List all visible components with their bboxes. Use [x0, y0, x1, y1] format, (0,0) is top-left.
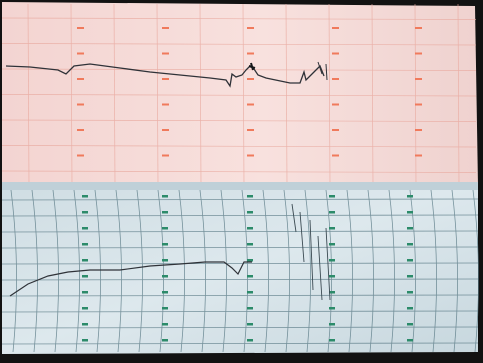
lower-chart-paper — [1, 182, 479, 354]
upper-chart-paper — [1, 2, 478, 186]
lower-trace — [9, 261, 252, 297]
upper-trace — [5, 63, 325, 88]
